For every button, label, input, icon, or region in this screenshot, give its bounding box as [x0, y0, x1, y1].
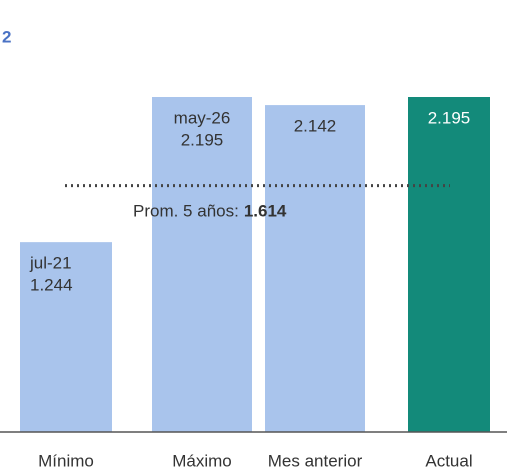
value-label: 2.195 [181, 130, 224, 149]
average-annotation: Prom. 5 años: 1.614 [133, 202, 287, 221]
category-label: Mes anterior [268, 451, 363, 470]
category-label: Actual [425, 451, 472, 470]
value-label: 2.195 [428, 108, 471, 127]
category-label: Máximo [172, 451, 232, 470]
bar [265, 105, 365, 432]
bar [408, 97, 490, 432]
value-label: 1.244 [30, 276, 73, 295]
date-label: may-26 [174, 108, 231, 127]
average-value: 1.614 [244, 202, 287, 221]
panel-label: 2 [2, 27, 11, 46]
bar [20, 242, 112, 432]
average-label: Prom. 5 años: [133, 202, 239, 221]
bar [152, 97, 252, 432]
category-label: Mínimo [38, 451, 94, 470]
date-label: jul-21 [29, 254, 72, 273]
value-label: 2.142 [294, 117, 337, 136]
